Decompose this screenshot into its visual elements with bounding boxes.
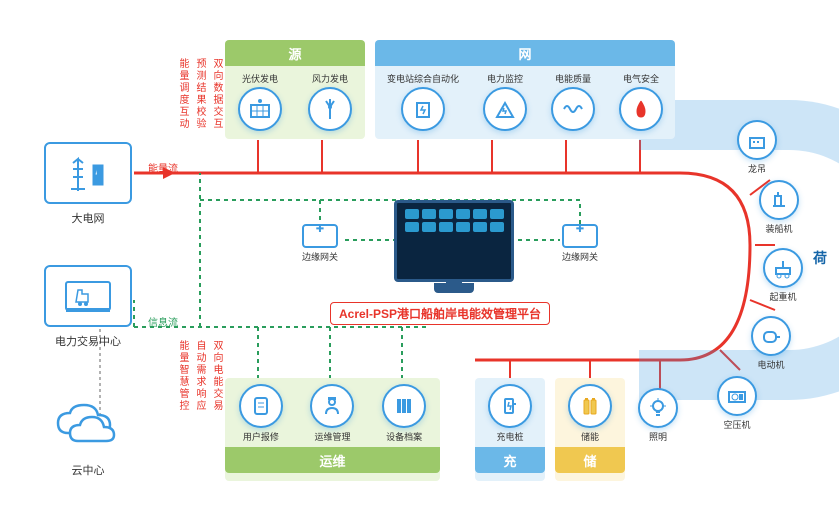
cloud-center-node: 云中心 [48, 395, 128, 478]
main-grid-node: 大电网 [44, 142, 132, 226]
crane1-icon [737, 120, 777, 160]
top-annotations: 能量调度互动 预测结果校验 双向数据交互 [175, 58, 449, 130]
light-icon [638, 388, 678, 428]
grid-item: 电能质量 [551, 72, 595, 131]
safety-icon [619, 87, 663, 131]
grid-item: 电力监控 [483, 72, 527, 131]
quality-label: 电能质量 [555, 72, 591, 85]
motor-icon [751, 316, 791, 356]
storage-section: 储能 储 [555, 378, 625, 481]
maint-icon [310, 384, 354, 428]
crane1-label: 龙吊 [748, 162, 766, 175]
load-item: 照明 [638, 388, 678, 443]
vtext-b1: 双向电能交易 [209, 340, 224, 412]
crane2-icon [763, 248, 803, 288]
trade-label: 电力交易中心 [44, 333, 132, 349]
load-item: 起重机 [763, 248, 803, 303]
safety-label: 电气安全 [623, 72, 659, 85]
light-label: 照明 [649, 430, 667, 443]
load-item: 空压机 [717, 376, 757, 431]
load-section-label: 荷 [813, 248, 827, 268]
load-item: 电动机 [751, 316, 791, 371]
vtext-t2: 预测结果校验 [192, 58, 207, 130]
compressor-label: 空压机 [723, 418, 750, 431]
quality-icon [551, 87, 595, 131]
monitor-icon [483, 87, 527, 131]
charge-section: 充电桩 充 [475, 378, 545, 481]
gateway-label: 边缘网关 [562, 250, 598, 263]
monitor-screen [394, 200, 514, 282]
archive-label: 设备档案 [386, 430, 422, 443]
info-flow-label: 信息流 [148, 314, 178, 329]
platform-title: Acrel-PSP港口船舶岸电能效管理平台 [330, 302, 550, 325]
center-monitor [394, 200, 514, 282]
archive-icon [382, 384, 426, 428]
gateway-icon [562, 224, 598, 248]
trade-icon [44, 265, 132, 327]
gateway-left: 边缘网关 [302, 224, 338, 263]
charger-label: 充电桩 [496, 430, 523, 443]
loader-icon [759, 180, 799, 220]
energy-flow-label: 能量流 [148, 160, 178, 175]
maint-label: 运维管理 [314, 430, 350, 443]
vtext-t1: 双向数据交互 [209, 58, 224, 130]
repair-icon [239, 384, 283, 428]
motor-label: 电动机 [757, 358, 784, 371]
vtext-t3: 能量调度互动 [175, 58, 190, 130]
main-grid-icon [44, 142, 132, 204]
repair-label: 用户报修 [243, 430, 279, 443]
monitor-label: 电力监控 [487, 72, 523, 85]
gateway-icon [302, 224, 338, 248]
main-grid-label: 大电网 [44, 210, 132, 226]
grid-item: 电气安全 [619, 72, 663, 131]
charge-item: 充电桩 [488, 384, 532, 443]
operation-section: 用户报修 运维管理 设备档案 运维 [225, 378, 440, 481]
op-item: 设备档案 [382, 384, 426, 443]
vtext-b3: 能量智慧管控 [175, 340, 190, 412]
op-item: 用户报修 [239, 384, 283, 443]
battery-label: 储能 [581, 430, 599, 443]
charger-icon [488, 384, 532, 428]
storage-item: 储能 [568, 384, 612, 443]
load-item: 龙吊 [737, 120, 777, 175]
cloud-label: 云中心 [48, 462, 128, 478]
gateway-right: 边缘网关 [562, 224, 598, 263]
vtext-b2: 自动需求响应 [192, 340, 207, 412]
crane2-label: 起重机 [769, 290, 796, 303]
trade-center-node: 电力交易中心 [44, 265, 132, 349]
loader-label: 装船机 [765, 222, 792, 235]
charge-header: 充 [475, 447, 545, 473]
operation-header: 运维 [225, 447, 440, 473]
psp-platform-diagram: 荷 源 光伏发电 风力发电 网 变电站综合自动化 电力监控 电能质量 电气安全 [0, 0, 839, 507]
gateway-label: 边缘网关 [302, 250, 338, 263]
storage-header: 储 [555, 447, 625, 473]
cloud-icon [48, 395, 128, 451]
compressor-icon [717, 376, 757, 416]
op-item: 运维管理 [310, 384, 354, 443]
load-item: 装船机 [759, 180, 799, 235]
battery-icon [568, 384, 612, 428]
